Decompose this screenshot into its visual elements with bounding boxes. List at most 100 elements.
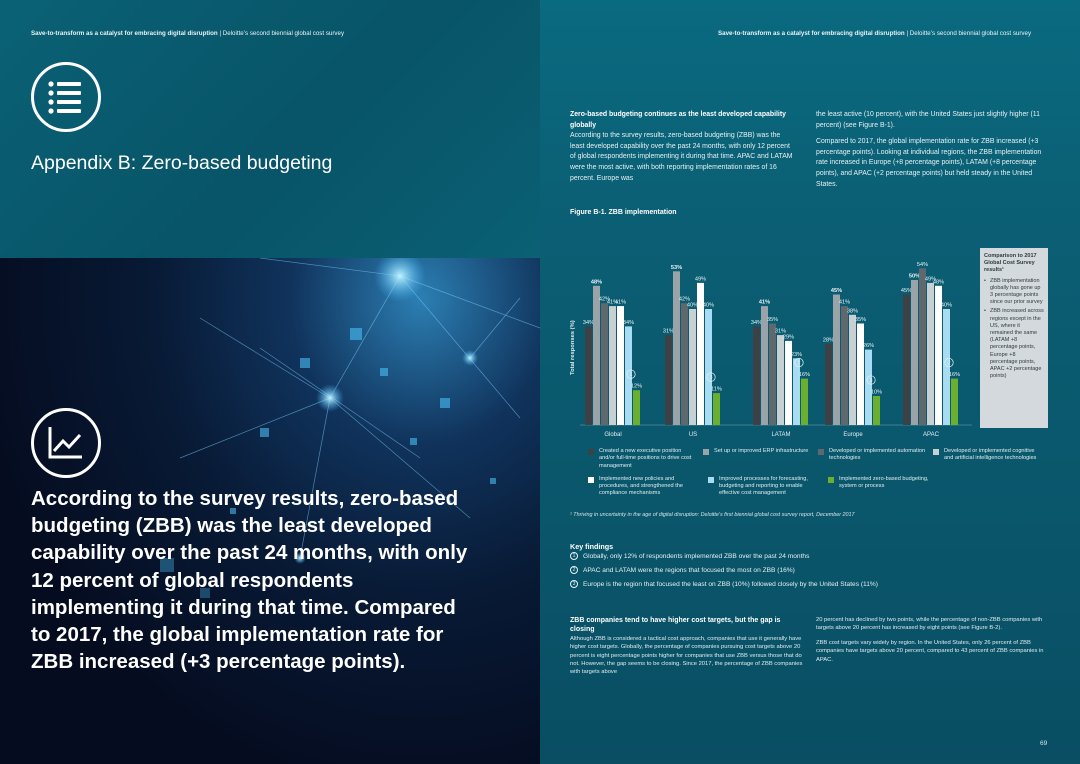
right-running-head-sep: | <box>906 30 910 37</box>
right-running-head-sub: Deloitte’s second biennial global cost s… <box>909 30 1032 37</box>
rank-marker <box>626 369 636 379</box>
bar-europe-s7 <box>873 396 880 425</box>
bar-europe-s4 <box>849 314 856 425</box>
data-label: 16% <box>949 372 960 378</box>
left-running-head-sep: | <box>219 30 223 37</box>
data-label: 35% <box>767 317 778 323</box>
data-label: 11% <box>711 387 722 393</box>
data-label: 34% <box>583 320 594 326</box>
finding-text: Europe is the region that focused the le… <box>583 580 878 588</box>
comparison-bullet: ZBB implementation globally has gone up … <box>984 278 1044 307</box>
left-header-band <box>0 0 540 258</box>
bar-europe-s6 <box>865 349 872 425</box>
legend-swatch <box>818 449 824 455</box>
right-running-head-title: Save-to-transform as a catalyst for embr… <box>718 30 905 37</box>
data-label: 45% <box>831 288 842 294</box>
data-label: 40% <box>687 303 698 309</box>
bar-us-s3 <box>681 303 688 425</box>
data-label: 48% <box>591 279 602 285</box>
section2-col1-body: Although ZBB is considered a tactical co… <box>570 635 803 676</box>
data-label: 12% <box>631 384 642 390</box>
data-label: 31% <box>775 329 786 335</box>
legend-item: Implemented new policies and procedures,… <box>588 476 708 498</box>
data-label: 50% <box>909 274 920 280</box>
finding-number: 3 <box>570 580 578 588</box>
data-label: 42% <box>599 297 610 303</box>
data-label: 28% <box>823 337 834 343</box>
bar-europe-s3 <box>841 306 848 425</box>
section2-col2: 20 percent has declined by two points, w… <box>816 616 1052 664</box>
section1-col2-p1: the least active (10 percent), with the … <box>816 111 1040 129</box>
section1-heading: Zero-based budgeting continues as the le… <box>570 111 786 129</box>
bar-apac-s1 <box>903 294 910 425</box>
data-label: 49% <box>925 276 936 282</box>
bar-us-s6 <box>705 309 712 425</box>
rank-marker <box>706 372 716 382</box>
data-label: 40% <box>941 303 952 309</box>
rank-marker <box>944 358 954 368</box>
bar-global-s4 <box>609 306 616 425</box>
key-finding: 1 Globally, only 12% of respondents imple… <box>570 552 809 560</box>
legend-item: Implemented zero-based budgeting, system… <box>828 476 948 498</box>
legend-label: Created a new executive position and/or … <box>599 448 692 469</box>
comparison-bullet: ZBB increased across regions except in t… <box>984 308 1044 380</box>
bar-global-s1 <box>585 326 592 425</box>
section1-col2: the least active (10 percent), with the … <box>816 110 1054 190</box>
left-running-head-sub: Deloitte’s second biennial global cost s… <box>222 30 345 37</box>
category-label: APAC <box>923 432 940 438</box>
rank-marker-label: 2 <box>798 361 801 367</box>
data-label: 35% <box>855 317 866 323</box>
data-label: 34% <box>751 320 762 326</box>
legend-swatch <box>588 449 594 455</box>
bar-europe-s5 <box>857 323 864 425</box>
data-label: 53% <box>671 265 682 271</box>
legend-swatch <box>708 476 714 483</box>
bar-us-s1 <box>665 335 672 425</box>
legend-item: Improved processes for forecasting, budg… <box>708 476 828 498</box>
legend-label: Developed or implemented cognitive and a… <box>944 448 1037 462</box>
bar-latam-s4 <box>777 335 784 425</box>
left-running-head: Save-to-transform as a catalyst for embr… <box>31 30 344 37</box>
data-label: 38% <box>847 308 858 314</box>
bar-europe-s2 <box>833 294 840 425</box>
category-label: Global <box>604 432 621 438</box>
legend-label: Developed or implemented automation tech… <box>829 448 926 462</box>
section2-col1: ZBB companies tend to have higher cost t… <box>570 616 806 677</box>
key-finding: 3 Europe is the region that focused the l… <box>570 580 878 588</box>
bar-global-s5 <box>617 306 624 425</box>
rank-marker <box>866 375 876 385</box>
data-label: 34% <box>623 320 634 326</box>
page-number: 69 <box>1040 740 1048 747</box>
legend-swatch <box>588 476 594 483</box>
bar-us-s7 <box>713 393 720 425</box>
bar-global-s2 <box>593 285 600 425</box>
rank-marker-label: 2 <box>948 361 951 367</box>
bar-apac-s3 <box>919 268 926 425</box>
data-label: 49% <box>695 276 706 282</box>
bar-latam-s6 <box>793 358 800 425</box>
bar-latam-s1 <box>753 326 760 425</box>
category-label: Europe <box>843 432 863 438</box>
data-label: 41% <box>839 300 850 306</box>
data-label: 29% <box>783 334 794 340</box>
data-label: 54% <box>917 262 928 268</box>
rank-marker-label: 1 <box>630 372 633 378</box>
rank-marker-label: 3 <box>710 375 713 381</box>
category-label: LATAM <box>771 432 790 438</box>
data-label: 48% <box>933 279 944 285</box>
footnote: ¹ Thriving in uncertainty in the age of … <box>570 512 855 518</box>
bar-us-s5 <box>697 282 704 425</box>
section1-col2-p2: Compared to 2017, the global implementat… <box>816 138 1042 188</box>
zbb-bar-chart: Total responses (%) 34%48%42%41%41%34%12… <box>570 262 972 438</box>
figure-title: Figure B-1. ZBB implementation <box>570 209 677 216</box>
section1-col1-body: According to the survey results, zero-ba… <box>570 132 793 182</box>
rank-marker-label: 3 <box>870 378 873 384</box>
bar-apac-s7 <box>951 378 958 425</box>
data-label: 42% <box>679 297 690 303</box>
category-label: US <box>689 432 697 438</box>
legend-item: Developed or implemented cognitive and a… <box>933 448 1048 470</box>
left-page: Save-to-transform as a catalyst for embr… <box>0 0 540 764</box>
legend-swatch <box>933 449 939 455</box>
data-label: 45% <box>901 288 912 294</box>
right-running-head: Save-to-transform as a catalyst for embr… <box>718 30 1031 37</box>
